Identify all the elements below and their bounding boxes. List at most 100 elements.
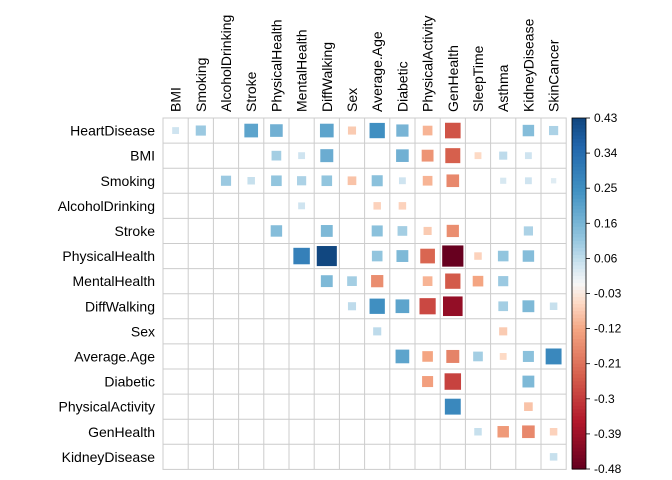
column-label: Sex xyxy=(344,88,360,112)
column-label: PhysicalActivity xyxy=(420,16,436,112)
colorbar-segment xyxy=(572,360,586,365)
cell-MentalHealth-SleepTime xyxy=(472,275,484,287)
colorbar-segment xyxy=(572,272,586,277)
cell-MentalHealth-Average.Age xyxy=(371,275,384,288)
row-label: MentalHealth xyxy=(73,273,156,289)
colorbar-segment xyxy=(572,282,586,288)
colorbar-segment xyxy=(572,170,586,175)
cell-MentalHealth-DiffWalking xyxy=(320,275,333,288)
grid xyxy=(162,117,567,470)
colorbar-segment xyxy=(572,402,586,407)
colorbar-segment xyxy=(572,318,586,323)
colorbar-segment xyxy=(572,346,586,351)
colorbar-segment xyxy=(572,381,586,386)
colorbar-segment xyxy=(572,163,586,168)
colorbar-segment xyxy=(572,251,586,256)
colorbar-segment xyxy=(572,412,586,417)
cell-PhysicalHealth-SleepTime xyxy=(474,252,482,260)
cell-MentalHealth-Sex xyxy=(347,276,357,286)
cell-HeartDisease-Stroke xyxy=(244,123,259,138)
cell-Smoking-PhysicalActivity xyxy=(422,175,433,186)
cell-HeartDisease-PhysicalHealth xyxy=(270,124,283,137)
cell-HeartDisease-PhysicalActivity xyxy=(422,125,433,136)
colorbar-segment xyxy=(572,230,586,235)
colorbar-segment xyxy=(572,388,586,393)
colorbar-segment xyxy=(572,356,586,361)
cell-BMI-PhysicalActivity xyxy=(421,149,434,162)
cell-Average.Age-Diabetic xyxy=(395,349,410,364)
column-label: Diabetic xyxy=(394,61,410,112)
colorbar-segment xyxy=(572,223,586,228)
cell-DiffWalking-Sex xyxy=(347,302,357,311)
colorbar-segment xyxy=(572,304,586,309)
cell-DiffWalking-Asthma xyxy=(498,301,509,312)
cell-PhysicalHealth-PhysicalActivity xyxy=(420,248,435,264)
cell-BMI-PhysicalHealth xyxy=(271,150,282,161)
cell-Smoking-KidneyDisease xyxy=(524,177,532,185)
cell-Average.Age-GenHealth xyxy=(446,349,460,363)
cell-Sex-Asthma xyxy=(499,327,508,336)
column-label: Asthma xyxy=(495,64,511,112)
correlation-cells xyxy=(172,122,562,461)
cell-MentalHealth-PhysicalActivity xyxy=(422,276,433,286)
colorbar-segment xyxy=(572,307,586,312)
cell-PhysicalActivity-GenHealth xyxy=(444,398,461,415)
colorbar-segment xyxy=(572,416,586,421)
column-label: Smoking xyxy=(193,58,209,112)
colorbar-segment xyxy=(572,461,586,467)
cell-PhysicalHealth-Diabetic xyxy=(396,250,409,262)
colorbar-segment xyxy=(572,121,586,126)
cell-HeartDisease-Diabetic xyxy=(396,124,409,137)
colorbar-segment xyxy=(572,440,586,446)
cell-BMI-Diabetic xyxy=(396,149,409,162)
colorbar-tick-label: -0.21 xyxy=(594,357,622,371)
column-label: Stroke xyxy=(243,71,259,112)
colorbar-segment xyxy=(572,118,586,123)
colorbar-segment xyxy=(572,226,586,231)
colorbar-segment xyxy=(572,391,586,396)
column-label: SleepTime xyxy=(470,45,486,112)
colorbar-segment xyxy=(572,128,586,133)
colorbar-segment xyxy=(572,430,586,435)
row-label: PhysicalActivity xyxy=(59,399,155,415)
colorbar-tick-label: 0.06 xyxy=(594,251,618,265)
column-label: PhysicalHealth xyxy=(268,19,284,112)
colorbar-segment xyxy=(572,328,586,333)
cell-Average.Age-Asthma xyxy=(499,353,507,360)
colorbar-segment xyxy=(572,142,586,147)
cell-DiffWalking-KidneyDisease xyxy=(522,300,535,313)
cell-Stroke-KidneyDisease xyxy=(523,226,533,236)
colorbar-segment xyxy=(572,254,586,259)
colorbar-segment xyxy=(572,195,586,200)
cell-HeartDisease-Smoking xyxy=(195,125,206,136)
colorbar-tick-label: 0.34 xyxy=(594,146,618,160)
colorbar-segment xyxy=(572,209,586,214)
colorbar-segment xyxy=(572,177,586,182)
colorbar-segment xyxy=(572,454,586,460)
cell-Smoking-PhysicalHealth xyxy=(271,175,282,187)
colorbar-segment xyxy=(572,233,586,238)
colorbar-segment xyxy=(572,240,586,245)
cell-MentalHealth-GenHealth xyxy=(445,273,461,289)
cell-GenHealth-Asthma xyxy=(497,426,509,438)
cell-HeartDisease-DiffWalking xyxy=(319,123,334,138)
row-label: HeartDisease xyxy=(70,123,155,139)
cell-Sex-Average.Age xyxy=(373,327,382,336)
colorbar-segment xyxy=(572,132,586,137)
colorbar-segment xyxy=(572,244,586,249)
colorbar-tick-label: -0.12 xyxy=(594,322,622,336)
colorbar-segment xyxy=(572,237,586,242)
colorbar-segment xyxy=(572,451,586,456)
colorbar-segment xyxy=(572,279,586,284)
colorbar-segment xyxy=(572,423,586,428)
column-label: DiffWalking xyxy=(319,42,335,112)
cell-Smoking-GenHealth xyxy=(446,174,460,188)
row-label: Smoking xyxy=(101,173,155,189)
colorbar-segment xyxy=(572,216,586,221)
colorbar-segment xyxy=(572,212,586,217)
cell-PhysicalActivity-KidneyDisease xyxy=(524,402,533,411)
cell-Stroke-GenHealth xyxy=(446,224,459,238)
column-label: BMI xyxy=(168,87,184,112)
cell-Smoking-Diabetic xyxy=(398,177,406,185)
cell-Diabetic-PhysicalActivity xyxy=(422,376,434,388)
